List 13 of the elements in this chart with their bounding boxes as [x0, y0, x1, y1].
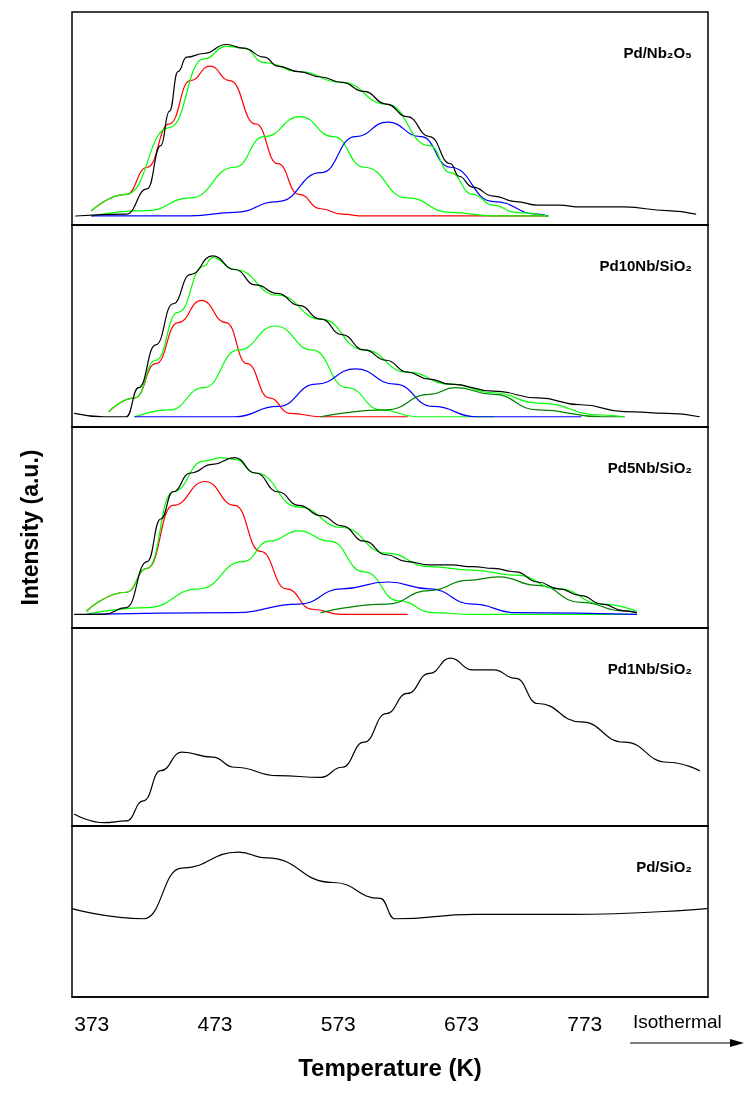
chart-title: Pd5Nb/SiO₂	[607, 459, 693, 476]
text: Isothermal	[633, 1011, 722, 1033]
x-tick-label: 473	[197, 1012, 233, 1035]
chart-title: Pd1Nb/SiO₂	[607, 660, 693, 677]
x-tick-label: 673	[443, 1012, 480, 1035]
chart-title: Pd/Nb₂O₅	[623, 44, 693, 61]
x-tick-label: 773	[567, 1012, 603, 1035]
chart-title: Pd/SiO₂	[636, 858, 692, 875]
chart-title: Pd10Nb/SiO₂	[599, 257, 693, 274]
x-tick-label: 573	[320, 1012, 356, 1035]
y-axis-title: Intensity (a.u.)	[16, 449, 43, 606]
x-axis-title: Temperature (K)	[298, 1053, 482, 1081]
x-tick-label: 373	[74, 1012, 110, 1035]
